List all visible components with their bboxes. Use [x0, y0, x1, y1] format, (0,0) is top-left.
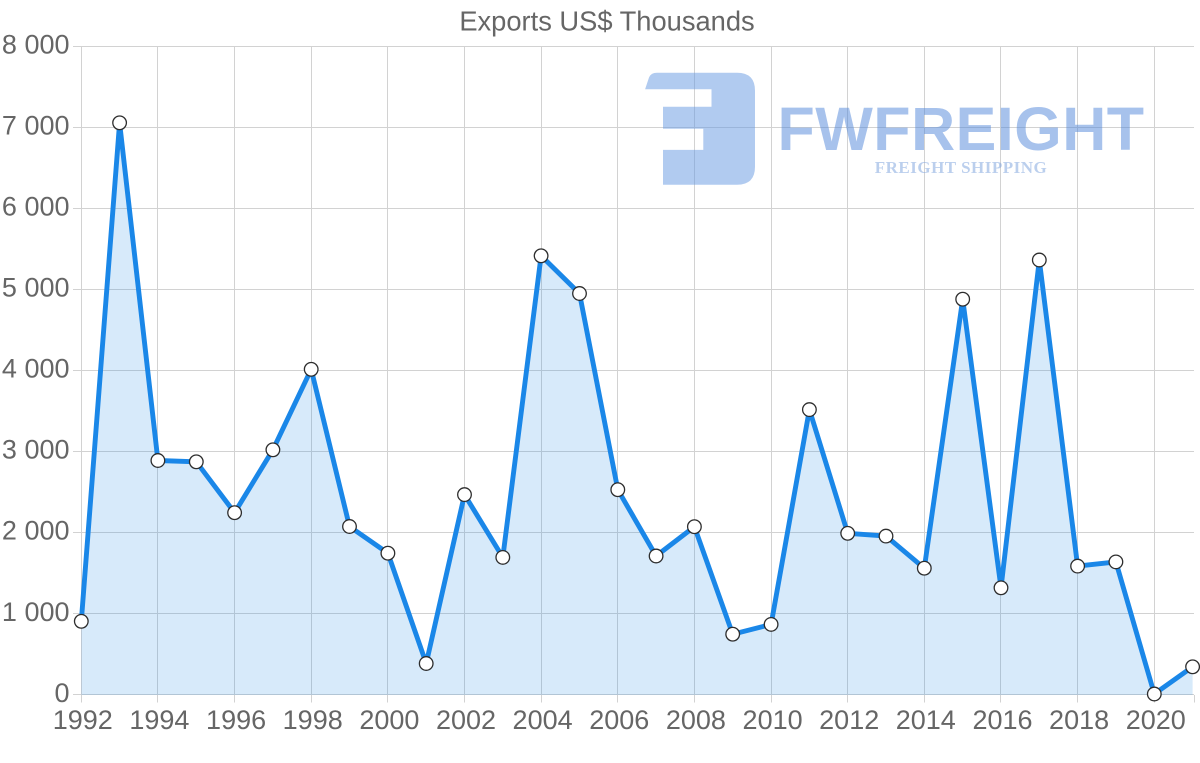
svg-text:7 000: 7 000 — [2, 111, 70, 141]
svg-text:2000: 2000 — [359, 705, 419, 735]
svg-text:2010: 2010 — [743, 705, 803, 735]
svg-text:2008: 2008 — [666, 705, 726, 735]
svg-text:Exports US$ Thousands: Exports US$ Thousands — [459, 5, 754, 36]
svg-text:2002: 2002 — [436, 705, 496, 735]
svg-text:2018: 2018 — [1049, 705, 1109, 735]
svg-text:2016: 2016 — [972, 705, 1032, 735]
svg-text:2006: 2006 — [589, 705, 649, 735]
svg-text:1 000: 1 000 — [2, 597, 70, 627]
svg-text:4 000: 4 000 — [2, 354, 70, 384]
svg-text:1992: 1992 — [53, 705, 113, 735]
svg-text:3 000: 3 000 — [2, 435, 70, 465]
svg-text:1996: 1996 — [206, 705, 266, 735]
svg-text:2004: 2004 — [513, 705, 573, 735]
svg-text:2012: 2012 — [819, 705, 879, 735]
svg-text:2020: 2020 — [1126, 705, 1186, 735]
svg-text:FREIGHT SHIPPING: FREIGHT SHIPPING — [875, 158, 1048, 177]
svg-text:1998: 1998 — [283, 705, 343, 735]
svg-text:0: 0 — [54, 678, 69, 708]
svg-text:2014: 2014 — [896, 705, 956, 735]
svg-text:1994: 1994 — [129, 705, 189, 735]
svg-text:5 000: 5 000 — [2, 273, 70, 303]
svg-text:8 000: 8 000 — [2, 30, 70, 60]
svg-text:2 000: 2 000 — [2, 516, 70, 546]
svg-text:FWFREIGHT: FWFREIGHT — [777, 95, 1144, 163]
svg-text:6 000: 6 000 — [2, 192, 70, 222]
